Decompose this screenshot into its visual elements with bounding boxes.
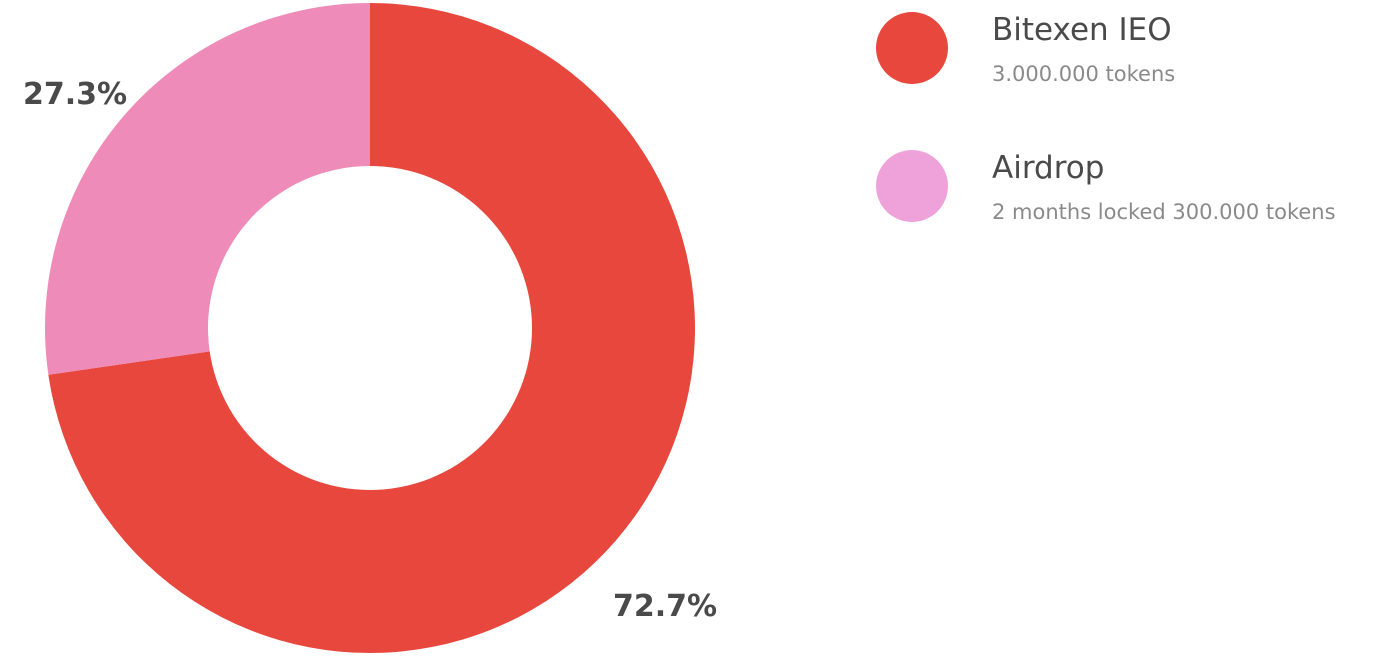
slice-bitexen-ieo — [48, 3, 696, 653]
slice-labels: 72.7% 27.3% — [23, 77, 717, 624]
donut-slices — [45, 3, 696, 653]
legend-name: Airdrop — [992, 150, 1105, 186]
legend-name: Bitexen IEO — [992, 12, 1172, 48]
legend-swatch-bitexen-ieo — [876, 12, 948, 84]
slice-label-bitexen-ieo: 72.7% — [613, 589, 717, 624]
slice-label-airdrop: 27.3% — [23, 77, 127, 112]
legend-swatch-airdrop — [876, 150, 948, 222]
legend-description: 2 months locked 300.000 tokens — [992, 200, 1336, 224]
slice-airdrop — [45, 3, 370, 375]
legend-description: 3.000.000 tokens — [992, 62, 1176, 86]
